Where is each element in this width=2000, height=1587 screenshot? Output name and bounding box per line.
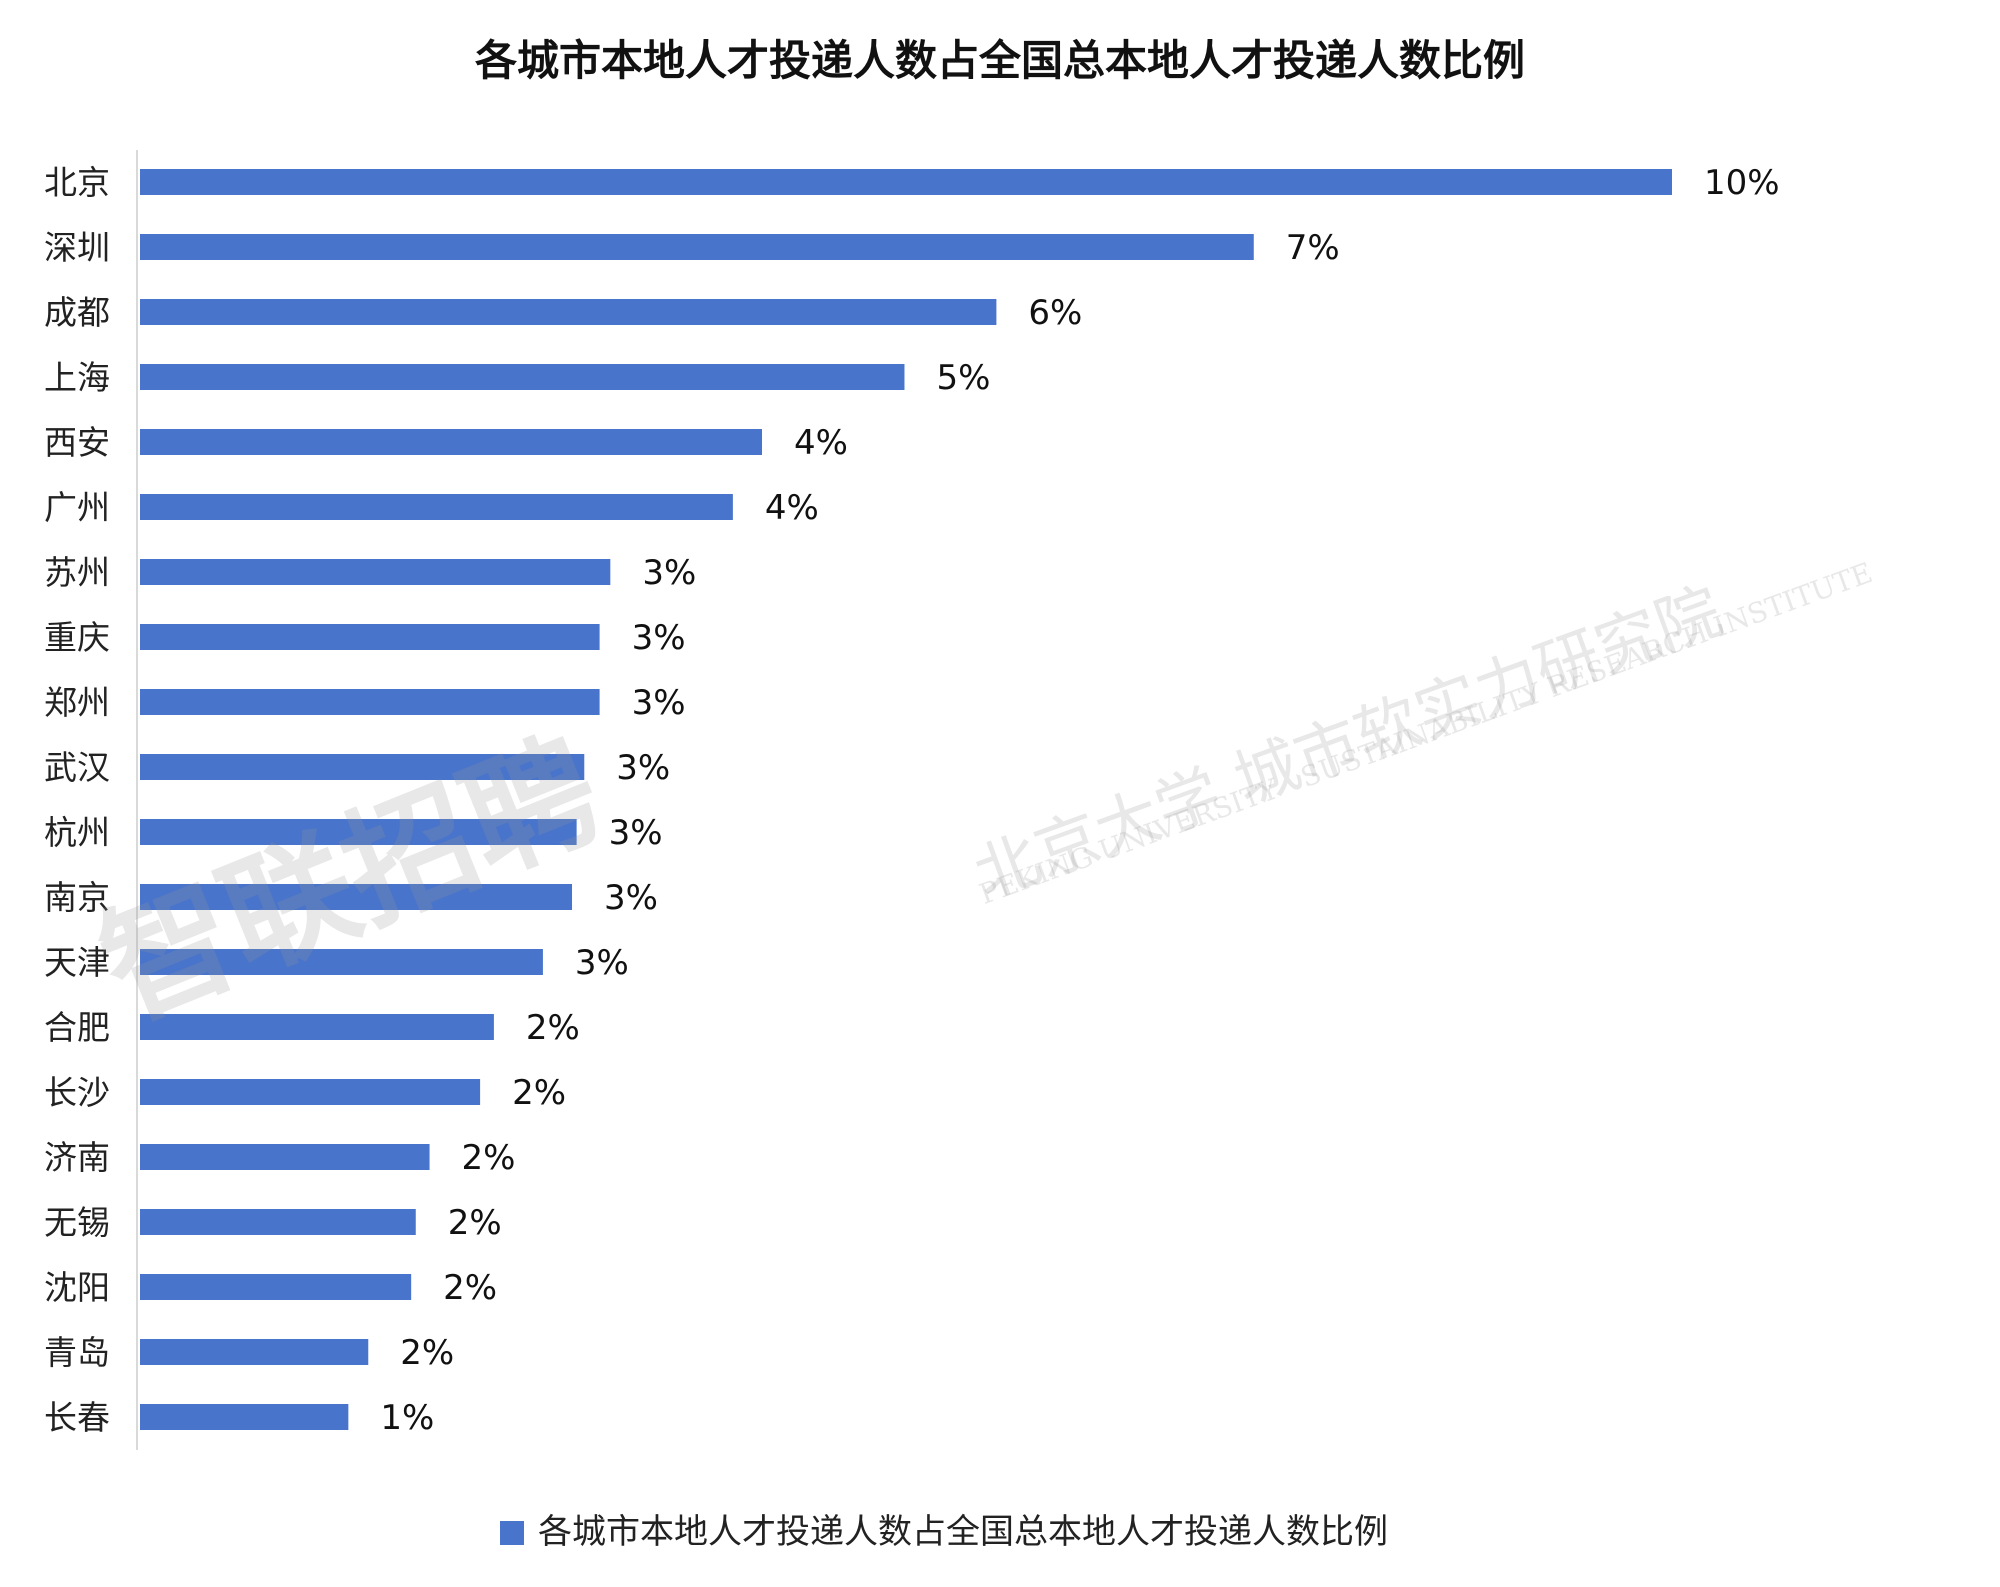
category-label: 广州 bbox=[44, 488, 110, 527]
data-label: 2% bbox=[512, 1073, 566, 1113]
bar bbox=[140, 689, 600, 715]
bar bbox=[140, 884, 573, 910]
bar bbox=[140, 1014, 494, 1040]
bar bbox=[140, 1144, 430, 1170]
chart-title: 各城市本地人才投递人数占全国总本地人才投递人数比例 bbox=[475, 36, 1525, 85]
bar bbox=[140, 754, 585, 780]
category-label: 西安 bbox=[44, 423, 110, 462]
category-label: 武汉 bbox=[44, 748, 110, 787]
category-label: 南京 bbox=[44, 878, 110, 917]
category-label: 杭州 bbox=[44, 813, 110, 852]
category-label: 重庆 bbox=[44, 618, 110, 657]
bar bbox=[140, 819, 577, 845]
legend-label: 各城市本地人才投递人数占全国总本地人才投递人数比例 bbox=[538, 1512, 1388, 1552]
bar bbox=[140, 1079, 481, 1105]
data-label: 3% bbox=[604, 878, 658, 918]
data-label: 2% bbox=[462, 1138, 516, 1178]
data-label: 2% bbox=[448, 1203, 502, 1243]
data-label: 10% bbox=[1704, 163, 1780, 203]
bar bbox=[140, 169, 1672, 195]
data-label: 4% bbox=[765, 488, 819, 528]
category-label: 无锡 bbox=[44, 1203, 110, 1242]
category-label: 济南 bbox=[44, 1138, 110, 1177]
bar bbox=[140, 624, 600, 650]
data-label: 7% bbox=[1286, 228, 1340, 268]
data-label: 5% bbox=[936, 358, 990, 398]
data-label: 2% bbox=[400, 1333, 454, 1373]
data-label: 3% bbox=[609, 813, 663, 853]
data-label: 3% bbox=[632, 618, 686, 658]
data-label: 6% bbox=[1028, 293, 1082, 333]
category-label: 苏州 bbox=[44, 553, 110, 592]
category-label: 合肥 bbox=[44, 1008, 110, 1047]
bar bbox=[140, 559, 611, 585]
data-label: 3% bbox=[632, 683, 686, 723]
category-label: 深圳 bbox=[44, 228, 110, 267]
data-label: 3% bbox=[616, 748, 670, 788]
bar bbox=[140, 494, 733, 520]
data-label: 3% bbox=[575, 943, 629, 983]
category-label: 郑州 bbox=[44, 683, 110, 722]
bar bbox=[140, 1274, 412, 1300]
bar bbox=[140, 949, 543, 975]
bar bbox=[140, 364, 905, 390]
category-label: 长沙 bbox=[44, 1073, 110, 1112]
data-label: 3% bbox=[642, 553, 696, 593]
category-label: 成都 bbox=[44, 293, 110, 332]
category-label: 天津 bbox=[44, 943, 110, 982]
bar bbox=[140, 1209, 416, 1235]
data-label: 4% bbox=[794, 423, 848, 463]
bar bbox=[140, 429, 762, 455]
category-label: 青岛 bbox=[44, 1333, 110, 1372]
bars-group: 北京 10% 深圳 7% 成都 6% 上海 5% 西安 4% 广州 4% 苏州 3% 重庆 3% 郑州 3% 武汉 3… bbox=[44, 163, 1780, 1438]
category-label: 上海 bbox=[44, 358, 110, 397]
bar bbox=[140, 299, 997, 325]
bar bbox=[140, 234, 1254, 260]
category-label: 沈阳 bbox=[44, 1268, 110, 1307]
category-label: 北京 bbox=[44, 163, 110, 202]
legend-swatch bbox=[500, 1521, 524, 1545]
category-label: 长春 bbox=[44, 1398, 110, 1437]
data-label: 2% bbox=[526, 1008, 580, 1048]
legend: 各城市本地人才投递人数占全国总本地人才投递人数比例 bbox=[500, 1512, 1388, 1552]
data-label: 2% bbox=[443, 1268, 497, 1308]
data-label: 1% bbox=[380, 1398, 434, 1438]
bar bbox=[140, 1404, 349, 1430]
bar bbox=[140, 1339, 369, 1365]
